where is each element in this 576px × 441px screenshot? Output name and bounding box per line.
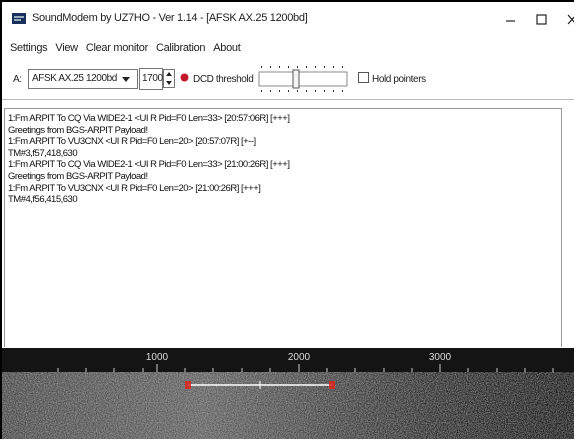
dcd-indicator [180, 73, 189, 82]
window-title: SoundModem by UZ7HO - Ver 1.14 - [AFSK A… [32, 12, 307, 24]
dcd-label: DCD threshold [193, 74, 253, 85]
log-line: TM#4,f56,415,630 [8, 194, 548, 206]
toolbar: A: AFSK AX.25 1200bd 1700 DCD threshold … [2, 64, 574, 94]
scale-label: 1000 [146, 352, 169, 363]
window-controls[interactable] [492, 10, 574, 30]
log-line: Greetings from BGS-ARPIT Payload! [8, 125, 548, 137]
menu-item[interactable]: View [55, 42, 77, 54]
menu-item[interactable]: Calibration [156, 42, 205, 54]
scale-label: 2000 [288, 352, 311, 363]
menu-item[interactable]: Settings [10, 42, 47, 54]
log-line: 1:Fm ARPIT To VU3CNX <UI R Pid=F0 Len=20… [8, 136, 548, 148]
scale-label: 3000 [429, 352, 452, 363]
log-line: TM#3,f57,418,630 [8, 148, 548, 160]
window: SoundModem by UZ7HO - Ver 1.14 - [AFSK A… [0, 0, 574, 439]
frequency-value: 1700 [142, 73, 163, 84]
hold-checkbox[interactable] [358, 72, 369, 83]
hold-label: Hold pointers [372, 74, 426, 85]
modem-select[interactable]: AFSK AX.25 1200bd [28, 69, 138, 89]
menu-item[interactable]: Clear monitor [86, 42, 148, 54]
dropdown-arrow [121, 76, 131, 83]
modem-value: AFSK AX.25 1200bd [32, 73, 117, 84]
separator [2, 99, 574, 100]
spinner[interactable] [163, 69, 175, 88]
page: {"window": {"title": "SoundModem by UZ7H… [0, 0, 576, 441]
dcd-slider[interactable] [257, 64, 349, 94]
monitor-log: 1:Fm ARPIT To CQ Via WIDE2-1 <UI R Pid=F… [8, 113, 548, 345]
menu-item[interactable]: About [213, 42, 240, 54]
log-line: Greetings from BGS-ARPIT Payload! [8, 171, 548, 183]
log-line: 1:Fm ARPIT To VU3CNX <UI R Pid=F0 Len=20… [8, 183, 548, 195]
app-icon [12, 13, 26, 24]
log-line: 1:Fm ARPIT To CQ Via WIDE2-1 <UI R Pid=F… [8, 159, 548, 171]
waterfall: 1000 2000 3000 [2, 348, 574, 439]
menu-bar: Settings View Clear monitor Calibration Abou… [10, 42, 248, 54]
frequency-input[interactable]: 1700 [139, 68, 163, 90]
channel-label: A: [13, 74, 22, 85]
title-bar: SoundModem by UZ7HO - Ver 1.14 - [AFSK A… [2, 2, 574, 34]
log-line: 1:Fm ARPIT To CQ Via WIDE2-1 <UI R Pid=F… [8, 113, 548, 125]
